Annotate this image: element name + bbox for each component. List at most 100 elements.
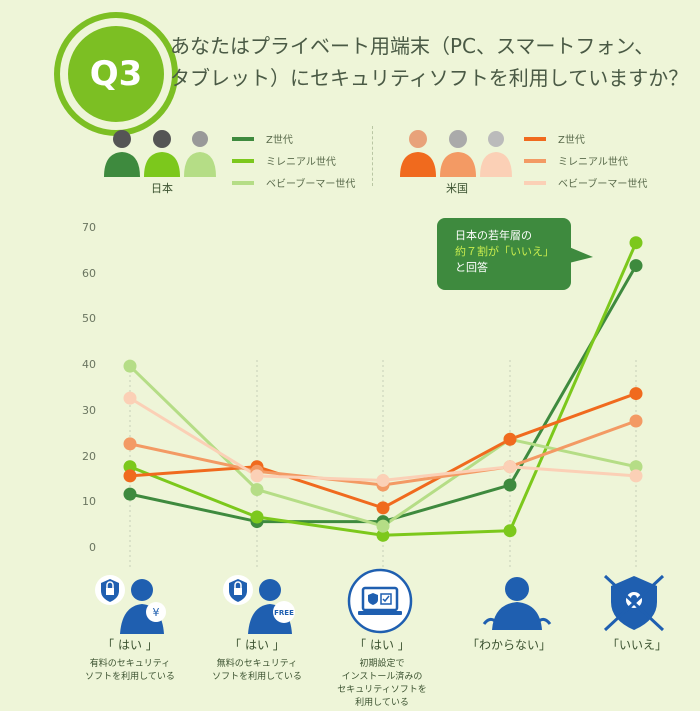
japan-people-icons bbox=[104, 130, 216, 177]
category-label-preinstalled: 「 はい 」 初期設定で インストール済みの セキュリティソフトを 利用している bbox=[320, 639, 444, 710]
detail-line: セキュリティソフトを bbox=[337, 685, 427, 695]
legend-divider bbox=[372, 126, 373, 186]
laptop-icon bbox=[361, 586, 399, 612]
data-point-1-2 bbox=[376, 528, 390, 542]
person-icon bbox=[144, 130, 180, 177]
answer-label: 「 はい 」 bbox=[354, 638, 410, 652]
svg-text:¥: ¥ bbox=[153, 606, 160, 619]
category-label-free: 「 はい 」 無料のセキュリティ ソフトを利用している bbox=[195, 639, 319, 684]
person-icon bbox=[480, 131, 512, 177]
legend-swatch bbox=[524, 180, 546, 185]
detail-line: 無料のセキュリティ bbox=[216, 659, 298, 669]
us-people-icons bbox=[400, 130, 512, 177]
callout-pointer bbox=[569, 247, 593, 263]
person-icon bbox=[184, 131, 216, 177]
category-label-unsure: 「わからない」 bbox=[447, 639, 571, 658]
legend-label: Z世代 bbox=[266, 135, 293, 146]
callout-line-3: と回答 bbox=[455, 261, 488, 274]
data-point-1-0 bbox=[123, 460, 137, 474]
user-body bbox=[492, 602, 542, 630]
data-point-5-4 bbox=[629, 469, 643, 483]
detail-line: 有料のセキュリティ bbox=[89, 659, 171, 669]
series-lines bbox=[123, 236, 643, 542]
category-label-paid: 「 はい 」 有料のセキュリティ ソフトを利用している bbox=[68, 639, 192, 684]
person-icon bbox=[440, 130, 476, 177]
legend-swatch bbox=[232, 180, 254, 185]
question-line-2: タブレット）にセキュリティソフトを利用していますか？ bbox=[170, 66, 689, 90]
detail-line: ソフトを利用している bbox=[212, 672, 302, 682]
data-point-5-1 bbox=[250, 469, 264, 483]
y-tick-label: 40 bbox=[82, 358, 96, 372]
data-point-0-0 bbox=[123, 487, 137, 501]
legend-jp-millennial: ミレニアル世代 bbox=[232, 153, 336, 168]
category-label-no: 「いいえ」 bbox=[575, 639, 699, 658]
preinstalled-laptop-icon bbox=[347, 568, 413, 634]
y-tick-label: 70 bbox=[82, 221, 96, 234]
shield-icon bbox=[368, 593, 378, 605]
legend-jp-gen-z: Z世代 bbox=[232, 131, 293, 146]
legend-label: ベビーブーマー世代 bbox=[558, 179, 648, 190]
free-security-user-icon: FREE bbox=[223, 575, 295, 634]
japan-label: 日本 bbox=[151, 182, 173, 195]
shrug-hand-icon bbox=[536, 617, 552, 625]
data-point-3-2 bbox=[376, 501, 390, 515]
paid-security-user-icon: ¥ bbox=[95, 575, 166, 634]
unsure-user-icon bbox=[482, 577, 552, 630]
legend-swatch bbox=[524, 136, 546, 141]
legend-label: Z世代 bbox=[558, 135, 585, 146]
us-label: 米国 bbox=[446, 182, 468, 195]
data-point-3-3 bbox=[503, 432, 517, 446]
user-head bbox=[131, 579, 153, 601]
data-point-3-0 bbox=[123, 469, 137, 483]
data-point-0-4 bbox=[629, 259, 643, 273]
y-tick-label: 30 bbox=[82, 403, 96, 417]
legend-jp-boomer: ベビーブーマー世代 bbox=[232, 175, 355, 190]
legend-us-boomer: ベビーブーマー世代 bbox=[524, 175, 647, 190]
data-point-4-0 bbox=[123, 437, 137, 451]
checkbox-icon bbox=[380, 593, 392, 605]
yen-icon bbox=[146, 602, 166, 622]
legend-label: ミレニアル世代 bbox=[266, 157, 336, 168]
y-tick-label: 50 bbox=[82, 312, 96, 326]
callout-line-1: 日本の若年層の bbox=[455, 229, 532, 242]
legend-label: ミレニアル世代 bbox=[558, 157, 628, 168]
answer-label: 「 はい 」 bbox=[102, 638, 158, 652]
data-point-1-1 bbox=[250, 510, 264, 524]
person-icon bbox=[400, 130, 436, 177]
question-line-1: あなたはプライベート用端末（PC、スマートフォン、 bbox=[170, 34, 655, 58]
answer-label: 「いいえ」 bbox=[606, 638, 667, 652]
shrug-hand-icon bbox=[482, 617, 498, 625]
data-point-4-4 bbox=[629, 414, 643, 428]
legend-swatch bbox=[232, 158, 254, 163]
legend-us-gen-z: Z世代 bbox=[524, 131, 585, 146]
y-tick-label: 10 bbox=[82, 495, 96, 509]
legend-us-millennial: ミレニアル世代 bbox=[524, 153, 628, 168]
data-point-0-3 bbox=[503, 478, 517, 492]
data-point-2-1 bbox=[250, 483, 264, 497]
free-tag-icon bbox=[273, 601, 295, 623]
detail-line: ソフトを利用している bbox=[85, 672, 175, 682]
data-point-5-0 bbox=[123, 391, 137, 405]
legend-swatch bbox=[524, 158, 546, 163]
question-text: あなたはプライベート用端末（PC、スマートフォン、 タブレット）にセキュリティソ… bbox=[170, 30, 690, 94]
user-head bbox=[505, 577, 529, 601]
data-point-5-2 bbox=[376, 473, 390, 487]
answer-label: 「わからない」 bbox=[466, 638, 551, 652]
person-icon bbox=[104, 130, 140, 177]
data-point-2-4 bbox=[629, 460, 643, 474]
detail-line: 初期設定で bbox=[359, 659, 405, 669]
data-point-5-3 bbox=[503, 460, 517, 474]
data-point-3-4 bbox=[629, 387, 643, 401]
y-tick-label: 0 bbox=[89, 541, 96, 554]
detail-line: インストール済みの bbox=[341, 672, 423, 682]
legend-swatch bbox=[232, 136, 254, 141]
data-point-2-2 bbox=[376, 519, 390, 533]
answer-label: 「 はい 」 bbox=[229, 638, 285, 652]
data-point-2-0 bbox=[123, 359, 137, 373]
callout-line-2: 約７割が「いいえ」 bbox=[455, 245, 554, 258]
question-badge: Q3 bbox=[60, 18, 172, 130]
y-tick-label: 20 bbox=[82, 449, 96, 463]
data-point-1-4 bbox=[629, 236, 643, 250]
data-point-1-3 bbox=[503, 524, 517, 538]
